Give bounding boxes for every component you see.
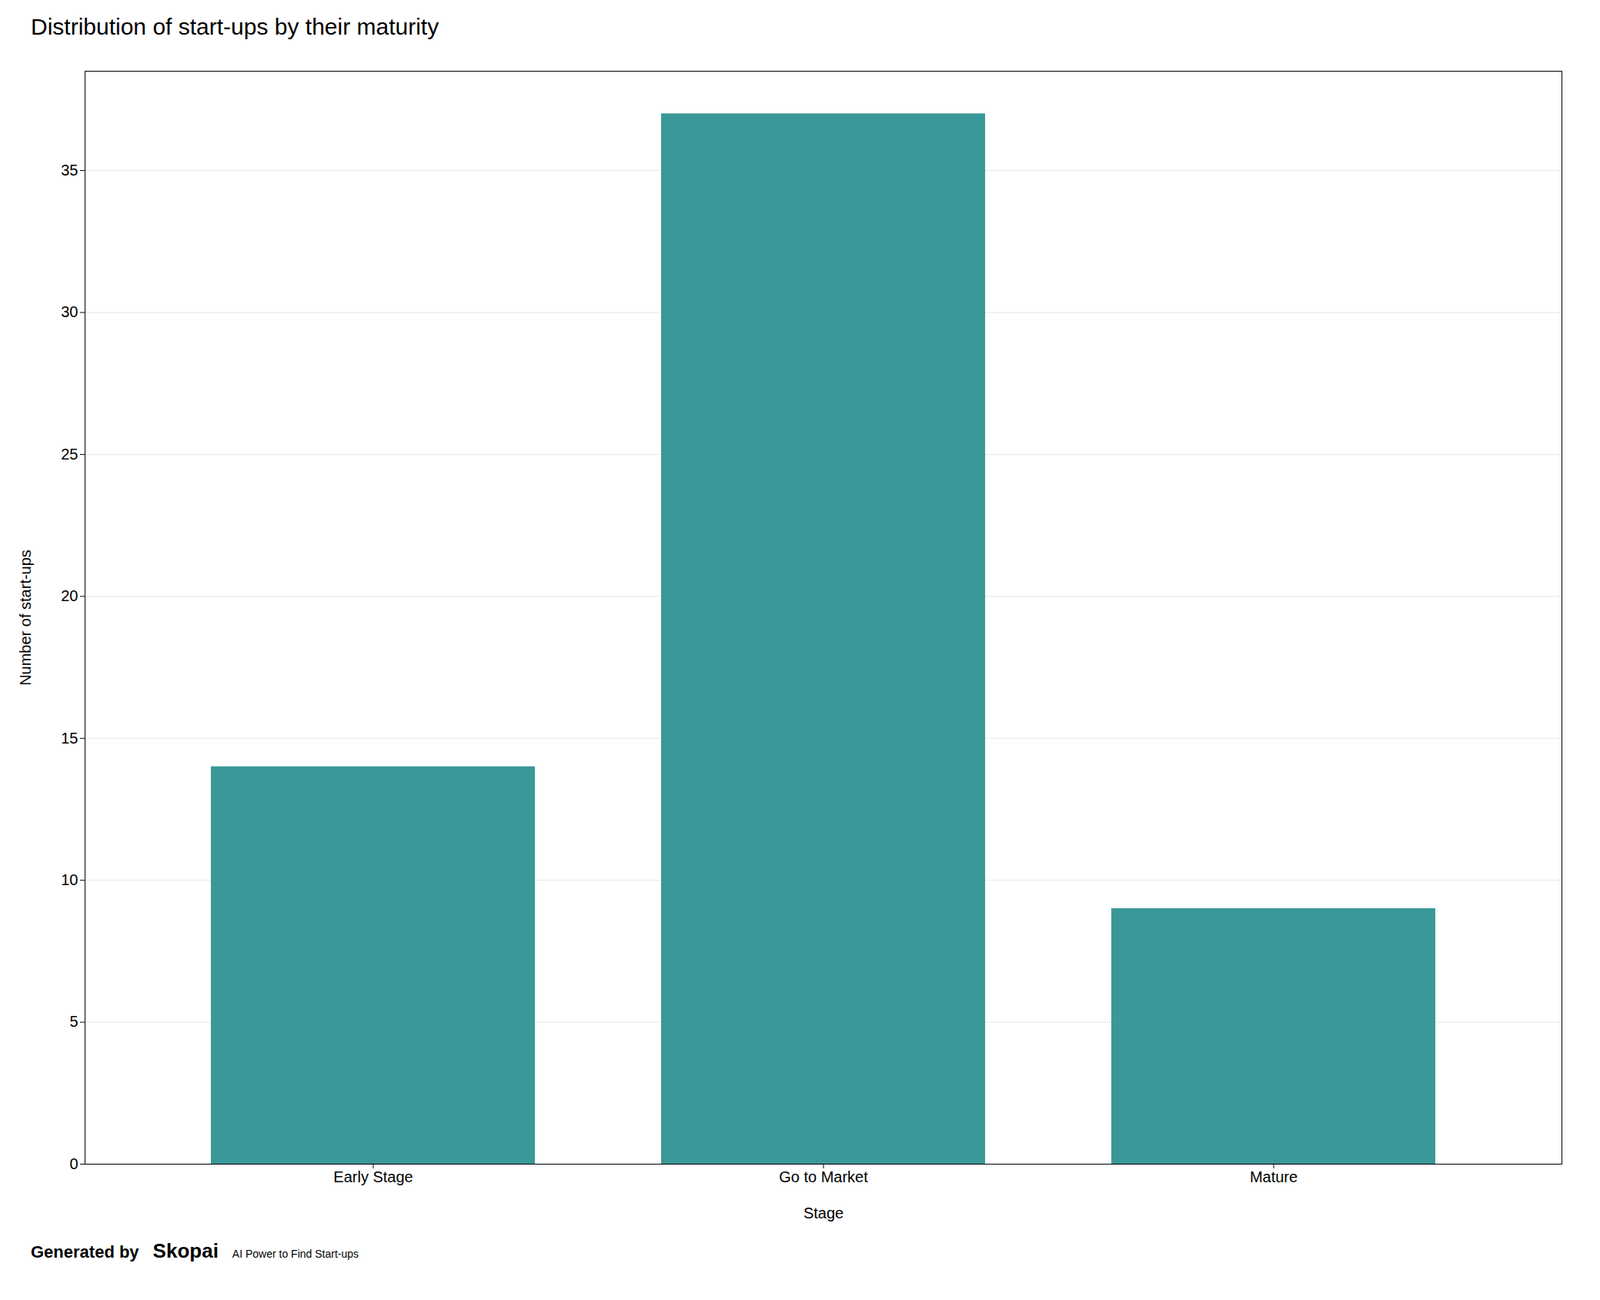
html-text:Generated by: Generated by [30,1242,139,1262]
html-text:Skopai: Skopai [152,1239,219,1263]
svg-text:Number of start-ups: Number of start-ups [16,549,34,686]
svg-text:35: 35 [60,161,78,179]
svg-text:Early Stage: Early Stage [333,1168,413,1186]
svg-text:20: 20 [60,587,78,605]
html-text:Distribution of start-ups by t: Distribution of start-ups by their matur… [30,13,439,40]
svg-text:Go to Market: Go to Market [778,1168,869,1186]
svg-text:30: 30 [60,303,78,321]
html-text:AI Power to Find Start-ups: AI Power to Find Start-ups [232,1247,359,1260]
svg-text:10: 10 [60,871,78,889]
svg-text:Mature: Mature [1249,1168,1298,1186]
svg-text:Stage: Stage [803,1204,844,1222]
svg-text:15: 15 [60,729,78,747]
svg-text:5: 5 [69,1012,78,1030]
svg-text:0: 0 [69,1155,78,1173]
svg-text:25: 25 [60,445,78,463]
